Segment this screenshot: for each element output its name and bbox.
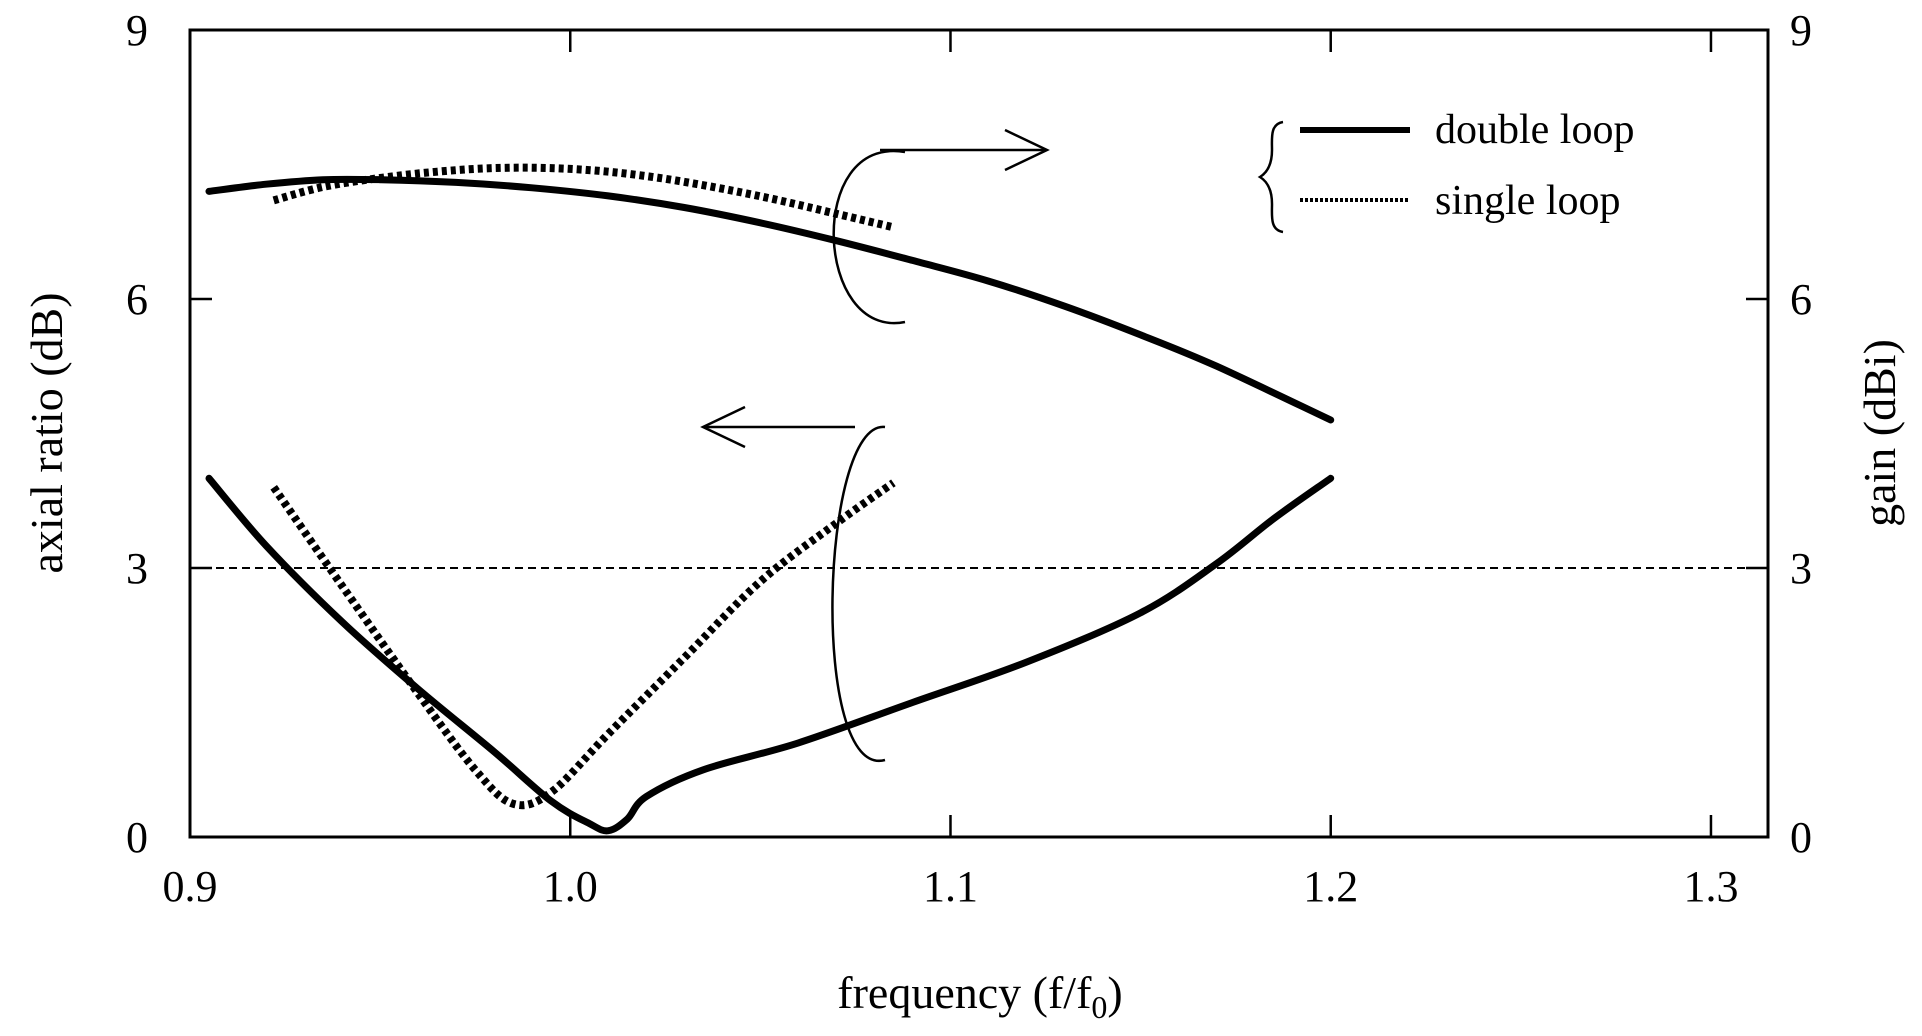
x-axis-title-subscript: 0 xyxy=(1091,989,1107,1025)
gain-arrow-head xyxy=(1004,128,1050,172)
axial-ratio-double-loop-line xyxy=(205,474,1335,835)
gain-single-loop-line xyxy=(272,163,895,232)
right-axis-title: gain (dBi) xyxy=(1854,339,1905,527)
axial-ratio-single-loop-line xyxy=(270,479,896,810)
legend-label-single-loop: single loop xyxy=(1435,178,1621,224)
legend-label-double-loop: double loop xyxy=(1435,107,1634,153)
right-tick-label: 6 xyxy=(1790,275,1812,324)
right-tick-label: 3 xyxy=(1790,544,1812,593)
axial-ratio-arrow-head xyxy=(700,405,746,449)
axial-ratio-group-annotation xyxy=(700,405,886,762)
x-tick-label: 1.1 xyxy=(923,862,978,911)
axial-ratio-bracket-arc xyxy=(831,425,886,762)
left-tick-label: 9 xyxy=(126,6,148,55)
right-tick-label: 9 xyxy=(1790,6,1812,55)
x-tick-label: 0.9 xyxy=(163,862,218,911)
plot-frame xyxy=(188,28,1770,839)
x-tick-label: 1.2 xyxy=(1303,862,1358,911)
x-axis-title: frequency (f/f0) xyxy=(837,967,1122,1025)
x-axis-title-close: ) xyxy=(1107,967,1122,1018)
x-axis-ticks: 0.9 1.0 1.1 1.2 1.3 xyxy=(163,30,1738,911)
left-axis-ticks: 0 3 6 9 xyxy=(126,6,212,862)
left-tick-label: 3 xyxy=(126,544,148,593)
x-axis-title-main: frequency (f/f xyxy=(837,967,1092,1018)
right-axis-ticks: 0 3 6 9 xyxy=(1746,6,1812,862)
legend: double loop single loop xyxy=(1257,107,1634,234)
left-tick-label: 0 xyxy=(126,813,148,862)
x-tick-label: 1.3 xyxy=(1683,862,1738,911)
gain-group-annotation xyxy=(832,128,1050,325)
series-layer xyxy=(205,163,1335,835)
gain-bracket-arc xyxy=(832,149,906,325)
x-tick-label: 1.0 xyxy=(543,862,598,911)
right-tick-label: 0 xyxy=(1790,813,1812,862)
left-tick-label: 6 xyxy=(126,275,148,324)
left-axis-title: axial ratio (dB) xyxy=(21,292,72,573)
legend-brace xyxy=(1257,120,1284,234)
gain-double-loop-line xyxy=(205,175,1335,424)
